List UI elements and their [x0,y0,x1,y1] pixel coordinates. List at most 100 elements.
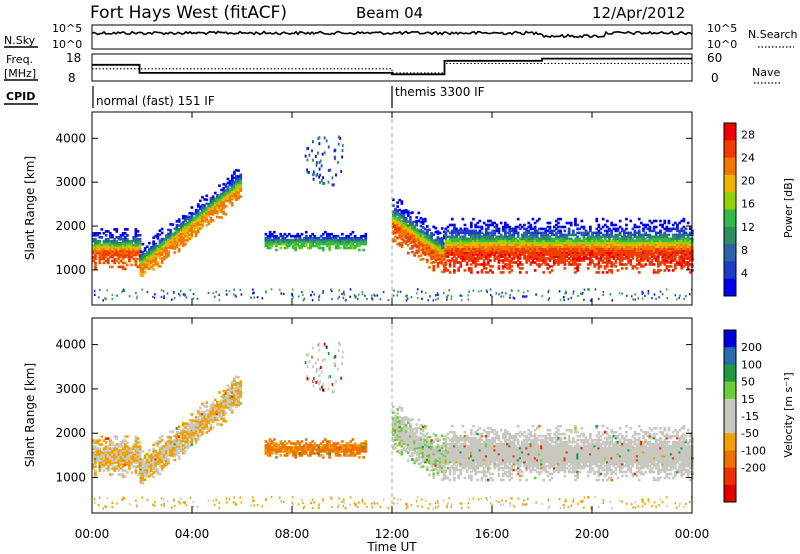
power-cell [396,225,399,228]
power-cell [517,289,520,292]
power-cell [606,231,609,235]
power-cell [461,259,465,262]
power-cell [109,265,112,269]
power-cell [436,250,440,253]
power-cell [230,182,234,185]
velocity-cell [100,453,104,456]
power-cell [347,240,351,244]
power-cell [117,257,121,261]
power-cell [493,257,497,260]
power-cell [102,243,106,247]
power-cell [529,243,533,246]
power-cell [512,233,516,237]
power-cell [423,235,427,239]
power-cell [156,248,160,252]
velocity-cell [177,437,181,440]
velocity-cell [220,399,223,403]
power-cell [591,241,594,245]
power-cell [306,147,308,151]
power-cell [194,230,198,234]
power-cell [450,247,454,250]
power-cell [115,251,119,255]
power-cell [580,249,584,252]
velocity-cell [235,395,238,399]
power-cell [470,249,473,252]
power-cell [400,202,404,205]
power-cell [631,227,635,231]
velocity-cell [141,458,145,461]
velocity-cell [186,440,189,444]
velocity-cell [192,429,196,433]
power-cell [476,271,480,274]
velocity-cell [199,434,202,437]
cpid-segment-1: normal (fast) 151 IF [96,94,215,108]
power-cell [323,151,326,155]
power-cell [671,237,675,241]
power-cell [500,295,502,298]
power-cell [203,208,206,211]
power-cell [603,261,607,264]
power-cell [211,205,215,208]
power-cell [358,240,361,244]
power-cell [141,270,145,274]
power-cell [317,240,321,244]
power-cell [211,209,215,212]
velocity-cell [218,391,221,394]
power-cell [637,249,641,252]
power-cell [405,299,408,302]
power-cell [185,296,188,299]
power-cell [476,237,480,241]
velocity-cell [136,437,140,440]
power-cell [625,251,628,254]
power-cell [409,233,412,237]
power-cell [432,257,436,260]
velocity-cell [235,385,238,389]
power-cell [578,241,582,245]
power-cell [680,243,684,246]
power-cell [646,233,650,237]
power-cell [430,251,433,255]
power-cell [302,242,306,246]
power-cell [508,261,511,264]
velocity-cell [220,413,223,416]
power-cell [559,247,562,250]
power-cell [253,291,255,294]
power-cell [631,249,635,252]
velocity-cell [194,421,198,425]
velocity-cell [119,459,123,462]
power-cell [482,233,486,237]
power-cell [680,267,684,270]
velocity-cell [290,448,293,451]
power-cell [123,239,127,243]
velocity-cell [152,457,155,461]
power-cell [239,181,243,185]
power-cell [580,247,584,250]
power-cell [402,233,406,236]
power-cell [582,231,586,235]
power-cell [659,249,662,252]
velocity-cell [203,419,206,422]
power-cell [614,251,618,254]
power-cell [317,236,321,240]
power-cell [589,259,592,262]
power-cell [230,192,234,195]
velocity-cell [182,434,185,437]
power-cell [184,215,187,218]
power-cell [134,236,138,239]
power-cell [205,202,209,205]
power-cell [657,271,660,274]
power-cell [169,244,172,248]
power-cell [406,214,410,217]
power-cell [224,189,228,192]
power-cell [523,253,526,256]
power-cell [589,237,592,241]
power-cell [510,229,514,233]
power-cell [404,222,408,226]
power-cell [480,255,484,258]
power-cell [406,230,410,233]
power-cell [194,222,198,226]
velocity-cell [121,449,125,452]
velocity-cell [228,404,232,408]
power-cell [322,291,324,294]
power-cell [680,255,684,258]
